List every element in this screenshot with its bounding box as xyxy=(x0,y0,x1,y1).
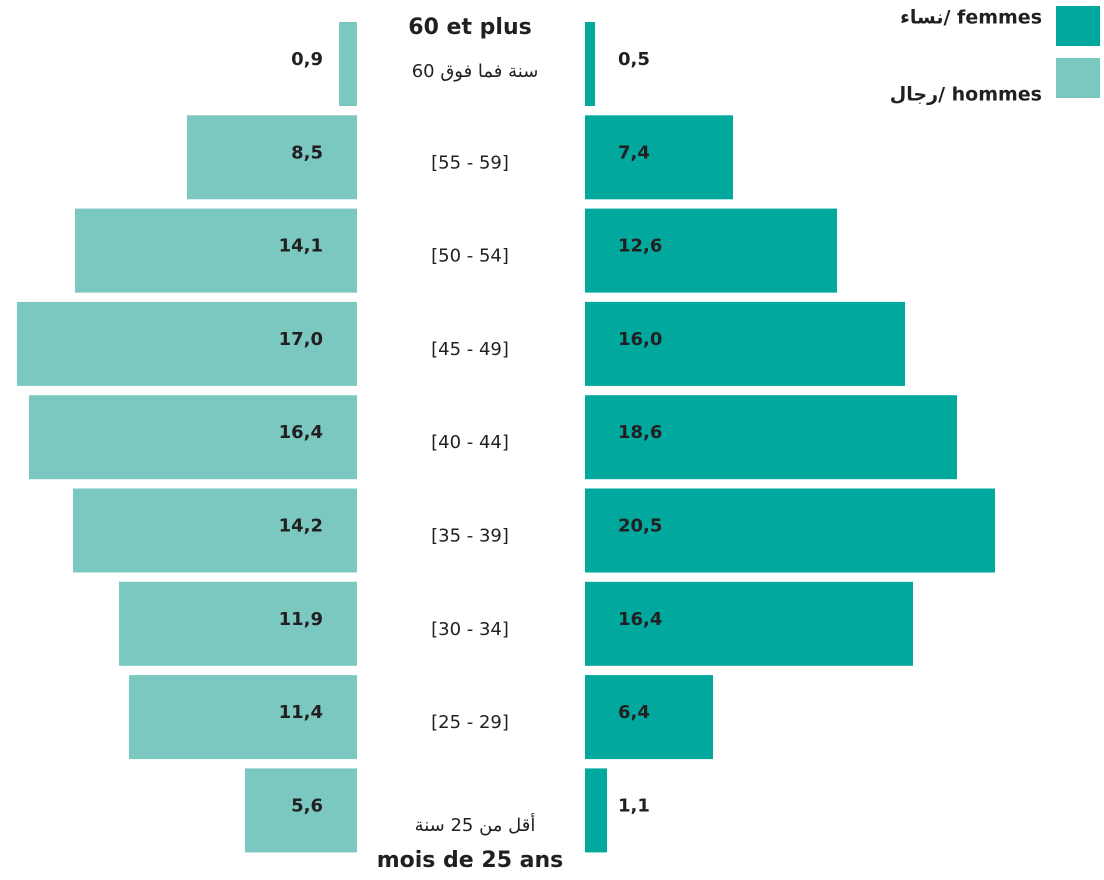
bar xyxy=(17,301,357,386)
value-label: 11,4 xyxy=(279,702,323,723)
value-label: 6,4 xyxy=(618,702,650,723)
bar xyxy=(73,488,357,573)
bar xyxy=(187,115,357,200)
category-label: [45 - 49] xyxy=(431,339,509,360)
bar xyxy=(119,581,357,666)
category-label: [35 - 39] xyxy=(431,526,509,547)
value-label: 7,4 xyxy=(618,142,650,163)
category-label-ar: 60 سنة فما فوق xyxy=(412,61,539,82)
legend-swatch xyxy=(1056,58,1100,98)
bar xyxy=(585,675,713,760)
bar xyxy=(29,395,357,480)
value-label: 0,5 xyxy=(618,49,650,70)
bar xyxy=(585,115,733,200)
value-label: 14,2 xyxy=(279,516,323,537)
bar xyxy=(585,22,595,106)
bar xyxy=(75,208,357,293)
category-label-ar: أقل من 25 سنة xyxy=(415,813,536,836)
category-label: [50 - 54] xyxy=(431,246,509,267)
bar xyxy=(585,581,913,666)
value-label: 16,4 xyxy=(618,609,662,630)
value-label: 18,6 xyxy=(618,422,662,443)
legend-swatch xyxy=(1056,6,1100,46)
value-label: 11,9 xyxy=(279,609,323,630)
legend-label: رجال/ hommes xyxy=(890,84,1042,106)
value-label: 17,0 xyxy=(279,329,323,350)
value-label: 20,5 xyxy=(618,516,662,537)
bar xyxy=(585,395,957,480)
category-label: [25 - 29] xyxy=(431,712,509,733)
category-label: [55 - 59] xyxy=(431,152,509,173)
category-label: mois de 25 ans xyxy=(377,848,564,873)
value-label: 1,1 xyxy=(618,795,650,816)
legend-label: نساء/ femmes xyxy=(900,7,1042,29)
bar xyxy=(585,488,995,573)
bar xyxy=(129,675,357,760)
bar xyxy=(585,768,607,853)
category-label: [30 - 34] xyxy=(431,619,509,640)
value-label: 0,9 xyxy=(291,49,323,70)
bar xyxy=(245,768,357,853)
bar xyxy=(585,208,837,293)
value-label: 8,5 xyxy=(291,142,323,163)
value-label: 5,6 xyxy=(291,795,323,816)
category-label: 60 et plus xyxy=(408,15,531,40)
value-label: 14,1 xyxy=(279,236,323,257)
value-label: 16,4 xyxy=(279,422,323,443)
category-label: [40 - 44] xyxy=(431,432,509,453)
value-label: 16,0 xyxy=(618,329,662,350)
bar xyxy=(585,301,905,386)
value-label: 12,6 xyxy=(618,236,662,257)
bar xyxy=(339,22,357,106)
